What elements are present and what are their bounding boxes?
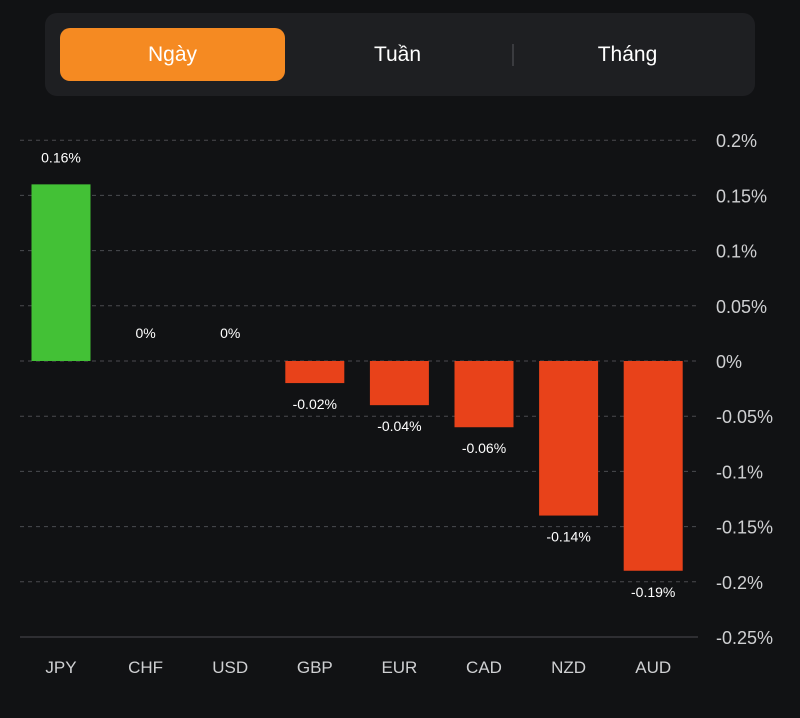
data-label: -0.06%	[462, 440, 506, 456]
y-tick-label: -0.15%	[716, 518, 773, 538]
data-label: 0%	[220, 325, 240, 341]
bar-aud	[623, 361, 683, 571]
y-tick-label: 0.1%	[716, 242, 757, 262]
period-tab-bar: Ngày Tuần Tháng	[45, 13, 755, 96]
data-label: 0%	[135, 325, 155, 341]
x-tick-label: CHF	[128, 658, 163, 677]
tab-month[interactable]: Tháng	[597, 42, 658, 66]
bar-gbp	[285, 361, 345, 384]
y-tick-label: 0.15%	[716, 186, 767, 206]
x-tick-label: JPY	[45, 658, 76, 677]
data-label: 0.16%	[41, 149, 81, 165]
tab-divider	[512, 44, 514, 66]
bar-cad	[454, 361, 514, 428]
y-tick-label: -0.25%	[716, 628, 773, 648]
y-tick-label: 0.05%	[716, 297, 767, 317]
tab-day[interactable]: Ngày	[60, 28, 285, 81]
x-tick-label: CAD	[466, 658, 502, 677]
data-label: -0.04%	[377, 418, 421, 434]
bar-eur	[369, 361, 429, 406]
y-tick-label: -0.1%	[716, 462, 763, 482]
data-label: -0.02%	[293, 396, 337, 412]
data-label: -0.14%	[546, 529, 590, 545]
y-tick-label: -0.2%	[716, 573, 763, 593]
data-label: -0.19%	[631, 584, 675, 600]
tab-week[interactable]: Tuần	[373, 42, 422, 66]
y-tick-label: 0%	[716, 352, 742, 372]
bar-nzd	[539, 361, 599, 516]
bar-jpy	[31, 184, 91, 361]
x-tick-label: NZD	[551, 658, 586, 677]
x-tick-label: AUD	[635, 658, 671, 677]
x-tick-label: EUR	[381, 658, 417, 677]
x-tick-label: USD	[212, 658, 248, 677]
x-tick-label: GBP	[297, 658, 333, 677]
y-tick-label: 0.2%	[716, 131, 757, 151]
y-tick-label: -0.05%	[716, 407, 773, 427]
